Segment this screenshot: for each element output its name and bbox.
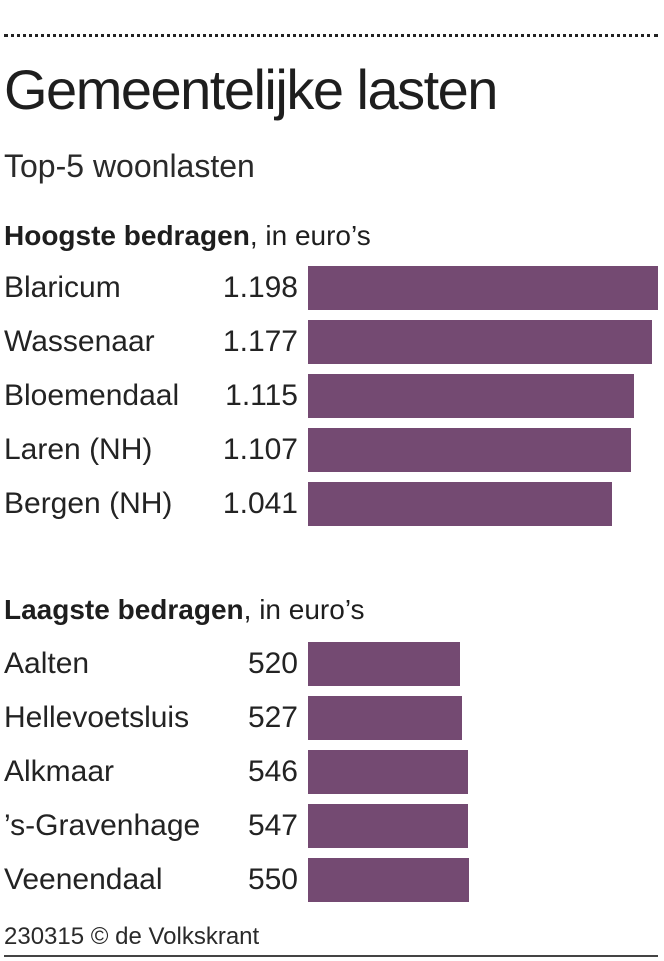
value-label: 520 <box>247 647 298 680</box>
category-label: Alkmaar <box>4 755 115 788</box>
category-label: Bergen (NH) <box>4 487 173 520</box>
bar <box>308 642 460 686</box>
value-label: 546 <box>247 755 298 788</box>
section-heading-lowest: Laagste bedragen, in euro’s <box>4 596 365 624</box>
bar <box>308 858 469 902</box>
value-label: 527 <box>247 701 298 734</box>
bar-row: Bergen (NH) 1.041 <box>0 482 664 526</box>
bar <box>308 266 658 310</box>
bar <box>308 482 612 526</box>
bar-row: ’s-Gravenhage 547 <box>0 804 664 848</box>
section-heading-highest-unit: , in euro’s <box>249 220 371 251</box>
category-label: Hellevoetsluis <box>4 701 190 734</box>
value-label: 1.115 <box>225 379 298 412</box>
chart-subtitle: Top-5 woonlasten <box>4 148 255 184</box>
category-label: Veenendaal <box>4 863 163 896</box>
bar <box>308 320 652 364</box>
bar <box>308 696 462 740</box>
section-heading-lowest-bold: Laagste bedragen <box>4 594 244 625</box>
bar-row: Alkmaar 546 <box>0 750 664 794</box>
section-heading-highest-bold: Hoogste bedragen <box>4 220 250 251</box>
bar-row: Blaricum 1.198 <box>0 266 664 310</box>
value-label: 1.198 <box>222 271 298 304</box>
source-credit: 230315 © de Volkskrant <box>4 923 260 950</box>
value-label: 547 <box>247 809 298 842</box>
bar-row: Bloemendaal 1.115 <box>0 374 664 418</box>
bar-row: Wassenaar 1.177 <box>0 320 664 364</box>
category-label: Aalten <box>4 647 90 680</box>
value-label: 1.041 <box>222 487 298 520</box>
bar-row: Aalten 520 <box>0 642 664 686</box>
bar-row: Hellevoetsluis 527 <box>0 696 664 740</box>
chart-title: Gemeentelijke lasten <box>4 58 498 121</box>
category-label: ’s-Gravenhage <box>4 809 201 842</box>
section-heading-highest: Hoogste bedragen, in euro’s <box>4 222 371 250</box>
category-label: Bloemendaal <box>4 379 180 412</box>
value-label: 1.177 <box>222 325 298 358</box>
category-label: Laren (NH) <box>4 433 153 466</box>
bar-row: Laren (NH) 1.107 <box>0 428 664 472</box>
section-heading-lowest-unit: , in euro’s <box>243 594 365 625</box>
bottom-rule <box>4 955 658 957</box>
bar <box>308 428 631 472</box>
bar <box>308 750 468 794</box>
bar <box>308 804 468 848</box>
category-label: Wassenaar <box>4 325 155 358</box>
top-dotted-rule <box>4 34 658 37</box>
bar <box>308 374 634 418</box>
bar-row: Veenendaal 550 <box>0 858 664 902</box>
value-label: 550 <box>247 863 298 896</box>
value-label: 1.107 <box>222 433 298 466</box>
category-label: Blaricum <box>4 271 121 304</box>
